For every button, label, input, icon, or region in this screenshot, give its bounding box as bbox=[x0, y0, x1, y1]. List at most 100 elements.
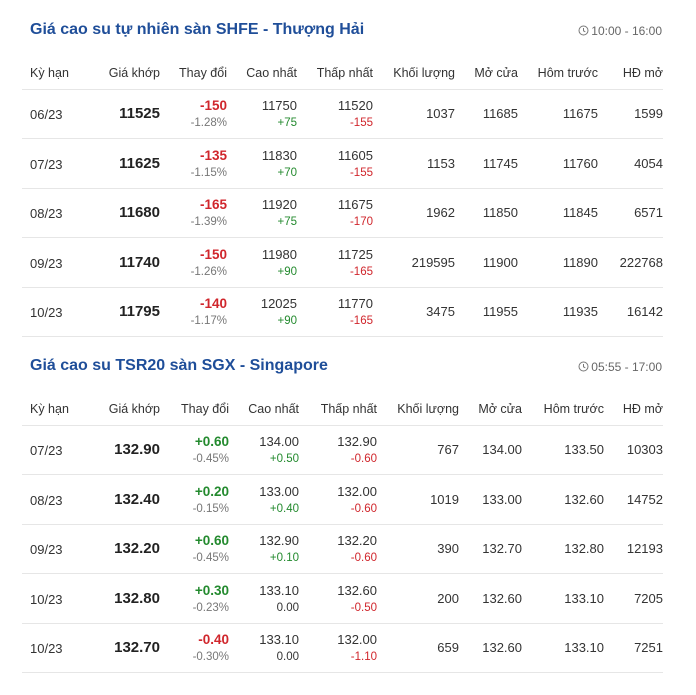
open: 11900 bbox=[482, 254, 518, 270]
prev: 11935 bbox=[562, 304, 598, 320]
low: 11605 bbox=[337, 147, 373, 163]
open-interest: 10303 bbox=[626, 442, 663, 457]
section-time: 05:55 - 17:00 bbox=[591, 360, 662, 374]
change: -135 bbox=[199, 147, 227, 163]
change-pct: -0.23% bbox=[192, 601, 229, 614]
low: 132.60 bbox=[337, 582, 377, 598]
high-diff: 0.00 bbox=[276, 651, 299, 664]
term: 09/23 bbox=[30, 255, 63, 271]
section-title: Giá cao su tự nhiên sàn SHFE - Thượng Hả… bbox=[30, 21, 365, 38]
price: 11740 bbox=[119, 253, 160, 271]
price: 11680 bbox=[119, 204, 160, 222]
high: 11750 bbox=[261, 98, 297, 113]
low-diff: -0.50 bbox=[350, 601, 377, 614]
high: 12025 bbox=[260, 296, 297, 312]
column-header: Hôm trước bbox=[537, 66, 598, 80]
open: 133.00 bbox=[482, 491, 522, 507]
low-diff: -0.60 bbox=[350, 502, 377, 515]
high: 132.90 bbox=[259, 533, 299, 549]
high-diff: 0.00 bbox=[276, 601, 299, 614]
high: 134.00 bbox=[259, 434, 299, 449]
column-header: Cao nhất bbox=[246, 66, 297, 80]
low: 132.00 bbox=[337, 483, 377, 499]
high-diff: +0.10 bbox=[269, 552, 299, 565]
column-header: Thay đổi bbox=[181, 402, 229, 416]
change-pct: -1.17% bbox=[190, 315, 227, 328]
low: 11725 bbox=[337, 246, 373, 262]
prev: 11890 bbox=[562, 254, 598, 270]
term: 09/23 bbox=[30, 542, 63, 558]
clock-icon bbox=[578, 361, 589, 372]
change-pct: -1.15% bbox=[190, 166, 227, 179]
column-header: Thấp nhất bbox=[316, 66, 373, 80]
volume: 390 bbox=[437, 541, 459, 557]
low-diff: -0.60 bbox=[350, 552, 377, 565]
price: 132.70 bbox=[114, 639, 160, 657]
volume: 1037 bbox=[426, 106, 455, 121]
column-header: Mở cửa bbox=[474, 66, 518, 80]
open: 11745 bbox=[482, 155, 518, 171]
low-diff: -165 bbox=[349, 265, 373, 278]
prev: 133.50 bbox=[564, 442, 604, 457]
low: 132.20 bbox=[337, 533, 377, 549]
high: 133.00 bbox=[259, 483, 299, 499]
low-diff: -155 bbox=[349, 166, 373, 179]
row-divider bbox=[22, 237, 663, 238]
column-header: Hôm trước bbox=[543, 402, 604, 416]
price: 132.90 bbox=[114, 441, 160, 458]
term: 10/23 bbox=[30, 591, 63, 607]
change: -150 bbox=[199, 246, 227, 262]
volume: 1153 bbox=[427, 155, 455, 171]
high: 11920 bbox=[261, 197, 297, 213]
high: 11980 bbox=[261, 246, 297, 262]
volume: 1962 bbox=[426, 205, 455, 221]
column-header: Mở cửa bbox=[478, 402, 522, 416]
volume: 219595 bbox=[411, 254, 455, 270]
low-diff: -0.60 bbox=[350, 453, 377, 465]
prev: 132.80 bbox=[564, 541, 604, 557]
term: 07/23 bbox=[30, 156, 63, 172]
high: 133.10 bbox=[259, 632, 299, 648]
column-header: Thay đổi bbox=[179, 66, 227, 80]
row-divider bbox=[22, 623, 663, 624]
change: -0.40 bbox=[198, 632, 229, 648]
prev: 11845 bbox=[562, 205, 598, 221]
low: 11520 bbox=[337, 98, 373, 113]
row-divider bbox=[22, 573, 663, 574]
column-header: Kỳ hạn bbox=[30, 66, 69, 80]
change-pct: -0.30% bbox=[192, 651, 229, 664]
high: 133.10 bbox=[259, 582, 299, 598]
open: 132.60 bbox=[482, 640, 522, 656]
change: -165 bbox=[199, 197, 227, 213]
open: 132.70 bbox=[482, 541, 522, 557]
term: 08/23 bbox=[30, 492, 63, 508]
low-diff: -155 bbox=[349, 117, 373, 129]
price: 132.40 bbox=[114, 490, 160, 508]
open-interest: 16142 bbox=[626, 304, 663, 320]
volume: 1019 bbox=[430, 491, 459, 507]
change: +0.60 bbox=[194, 533, 229, 549]
change-pct: -0.15% bbox=[192, 502, 229, 515]
price: 11795 bbox=[119, 303, 160, 321]
high-diff: +75 bbox=[277, 216, 297, 229]
row-divider bbox=[22, 138, 663, 139]
column-header: Khối lượng bbox=[393, 66, 455, 80]
low-diff: -165 bbox=[349, 315, 373, 328]
column-header: Khối lượng bbox=[397, 402, 459, 416]
price: 11625 bbox=[119, 154, 160, 172]
row-divider bbox=[22, 672, 663, 673]
open-interest: 14752 bbox=[626, 491, 663, 507]
column-header: Kỳ hạn bbox=[30, 402, 69, 416]
row-divider bbox=[22, 474, 663, 475]
row-divider bbox=[22, 425, 663, 426]
change-pct: -1.28% bbox=[190, 117, 227, 129]
high-diff: +90 bbox=[277, 315, 297, 328]
change: -140 bbox=[199, 296, 227, 312]
term: 10/23 bbox=[30, 641, 63, 657]
row-divider bbox=[22, 89, 663, 90]
column-header: Giá khớp bbox=[108, 66, 160, 80]
open-interest: 1599 bbox=[634, 106, 663, 121]
high: 11830 bbox=[261, 147, 297, 163]
prev: 132.60 bbox=[564, 491, 604, 507]
